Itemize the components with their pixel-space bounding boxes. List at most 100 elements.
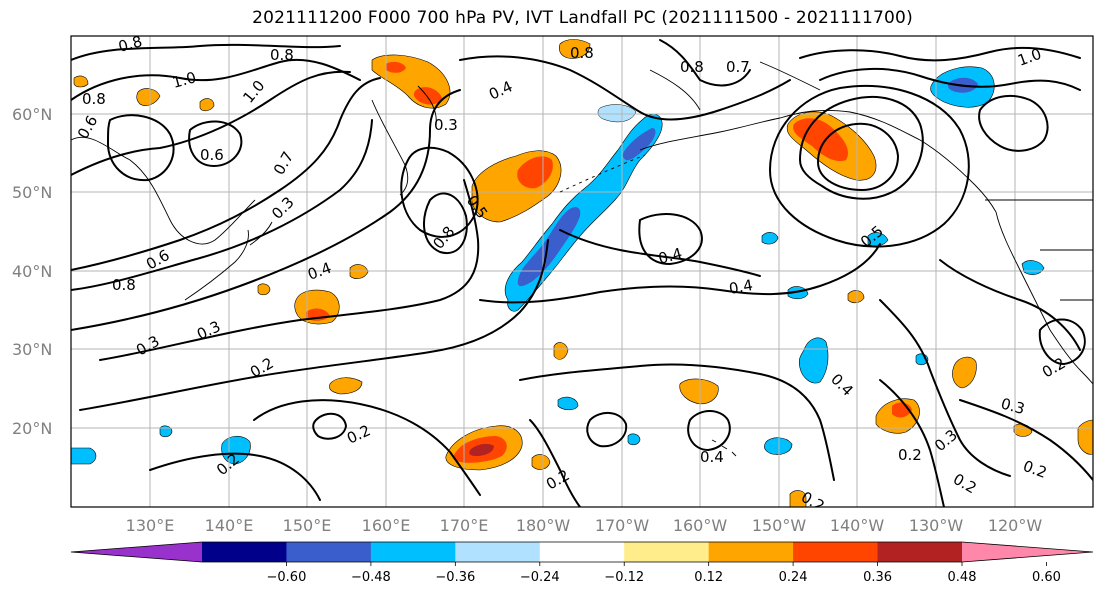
contour-line (939, 259, 1081, 351)
contour-line (769, 84, 970, 248)
contour-line (959, 399, 1093, 481)
contour-label: 0.4 (656, 244, 684, 268)
lon-label: 130°E (126, 516, 175, 535)
positive-anomaly-blob (199, 98, 215, 112)
positive-anomaly-blob (847, 290, 865, 304)
positive-anomaly-blob (73, 75, 89, 88)
contour-label: 0.4 (700, 448, 724, 466)
positive-anomaly-core (386, 61, 406, 73)
contour-line (312, 412, 347, 440)
contour-label: 0.8 (112, 276, 136, 294)
contour-label: 0.8 (82, 90, 106, 108)
positive-anomaly-blob (349, 264, 369, 279)
positive-anomaly-blob (329, 377, 363, 395)
colorbar-segment (370, 542, 456, 562)
colorbar-tick-label: 0.36 (863, 570, 892, 585)
contour-label: 0.7 (726, 58, 750, 76)
contour-line (659, 39, 751, 87)
colorbar-tick-label: −0.12 (604, 570, 644, 585)
gridlines (71, 36, 1093, 507)
lon-label: 150°E (283, 516, 332, 535)
colorbar-segment (624, 542, 710, 562)
colorbar-outline (70, 541, 1094, 563)
contour-label: 0.2 (898, 446, 922, 464)
contour-line (799, 46, 1081, 62)
contour-line (879, 299, 1011, 477)
map-panel: 0.8 0.8 1.0 0.8 1.0 0.6 0.3 0.4 0.7 0.8 … (71, 32, 1093, 507)
positive-anomaly-blob (789, 490, 807, 507)
positive-anomaly-core (793, 118, 849, 162)
contour-line (529, 419, 581, 507)
colorbar-segment (793, 542, 879, 562)
map-title: 2021111200 F000 700 hPa PV, IVT Landfall… (252, 8, 913, 28)
bering-coast (649, 61, 821, 111)
contour-line (71, 119, 373, 291)
colorbar-segment (539, 542, 625, 562)
positive-anomaly-core (413, 87, 442, 105)
contour-line (687, 410, 731, 451)
lon-label: 120°W (988, 516, 1043, 535)
pv-contours (71, 39, 1093, 507)
negative-anomaly-light (597, 104, 637, 123)
colorbar-segment (202, 542, 287, 562)
contour-line (99, 179, 480, 361)
contour-line (586, 412, 628, 448)
contour-label: 0.6 (200, 146, 224, 164)
lon-label: 170°W (595, 516, 650, 535)
colorbar-segment (286, 542, 372, 562)
asia-coast (71, 136, 256, 245)
negative-anomaly-blob (159, 425, 173, 438)
contour-line (79, 239, 549, 411)
negative-anomaly-blob (71, 447, 97, 465)
contour-label: 1.0 (170, 68, 198, 92)
lon-label: 140°E (205, 516, 254, 535)
contour-label: 0.8 (680, 58, 704, 76)
lon-label: 140°W (830, 516, 885, 535)
contour-line (149, 452, 321, 501)
lon-label: 130°W (909, 516, 964, 535)
lon-label: 160°W (673, 516, 728, 535)
positive-anomaly-core (517, 156, 553, 189)
negative-anomaly-blob (627, 433, 641, 446)
lon-label: 180°W (516, 516, 571, 535)
contour-line (519, 363, 835, 481)
positive-anomaly-blob (1077, 419, 1093, 455)
contour-line (71, 89, 461, 331)
lon-label: 150°W (752, 516, 807, 535)
contour-line (459, 55, 791, 121)
positive-anomaly-blob (257, 283, 271, 296)
colorbar-extend-max (962, 542, 1093, 562)
colorbar: −0.60 −0.48 −0.36 −0.24 −0.12 0.12 0.24 0.36 0.4… (70, 541, 1094, 585)
negative-anomaly-core (622, 128, 656, 161)
positive-anomaly-blob (558, 39, 591, 59)
map-border (70, 35, 1094, 508)
aleutian-chain (559, 154, 646, 193)
north-america-coast (995, 211, 1093, 385)
coastlines (71, 61, 1093, 457)
colorbar-tick-label: −0.48 (351, 570, 391, 585)
contour-label: 0.3 (999, 394, 1027, 418)
negative-anomaly-blob (557, 396, 579, 411)
lat-label: 40°N (12, 262, 52, 281)
contour-label: 0.4 (728, 276, 755, 298)
positive-anomaly-blob (679, 378, 719, 405)
lat-label: 30°N (12, 340, 52, 359)
positive-anomaly-blob (553, 342, 569, 360)
colorbar-segment (708, 542, 794, 562)
colorbar-tick-label: 0.48 (948, 570, 977, 585)
positive-anomaly-blob (952, 356, 977, 389)
colorbar-tick-label: −0.36 (435, 570, 475, 585)
contour-label: 0.3 (434, 116, 458, 134)
latitude-labels: 60°N 50°N 40°N 30°N 20°N (12, 105, 52, 438)
contour-line (71, 77, 381, 271)
contour-line (879, 379, 945, 507)
contour-line (638, 213, 703, 265)
lon-label: 160°E (362, 516, 411, 535)
contour-line (253, 399, 481, 496)
contour-line (817, 122, 899, 191)
colorbar-extend-min (71, 542, 202, 562)
lat-label: 60°N (12, 105, 52, 124)
contour-line (978, 94, 1049, 152)
contour-label: 0.8 (116, 32, 144, 56)
